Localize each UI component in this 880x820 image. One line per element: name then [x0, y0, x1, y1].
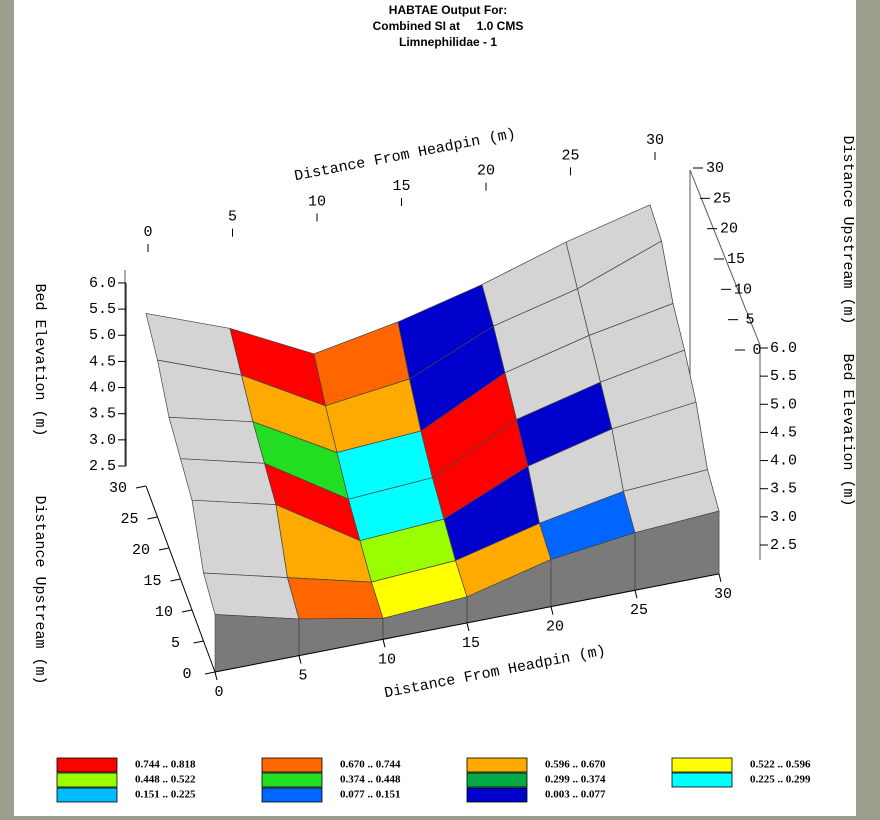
legend-swatch — [671, 757, 733, 773]
z-tick-label: 3.0 — [89, 432, 116, 449]
dry-cell — [180, 458, 277, 506]
x-tick-label: 5 — [228, 209, 237, 226]
chart-title: Limnephilidae - 1 — [399, 35, 497, 49]
z-axis-title: Bed Elevation (m) — [31, 283, 48, 436]
y-tick-label: 5 — [745, 312, 754, 329]
y-tick — [204, 671, 216, 675]
z-tick-label: 4.0 — [770, 453, 797, 470]
legend-swatch — [56, 757, 118, 773]
legend-label: 0.374 .. 0.448 — [340, 774, 401, 786]
z-tick-label: 5.5 — [770, 368, 797, 385]
x-tick-label: 10 — [308, 193, 326, 210]
y-tick-label: 30 — [706, 160, 724, 177]
legend-label: 0.151 .. 0.225 — [135, 789, 196, 801]
x-tick-label: 0 — [214, 684, 223, 701]
legend-swatch — [261, 772, 323, 788]
x-tick — [550, 606, 554, 615]
z-tick-label: 5.0 — [89, 327, 116, 344]
x-tick-label: 5 — [298, 668, 307, 685]
y-tick-label: 25 — [120, 511, 138, 528]
z-tick-label: 5.0 — [770, 396, 797, 413]
z-tick-label: 6.0 — [770, 340, 797, 357]
z-tick-label: 4.0 — [89, 380, 116, 397]
dry-cell — [203, 572, 300, 620]
legend-label: 0.744 .. 0.818 — [135, 759, 196, 771]
z-axis-title: Bed Elevation (m) — [839, 353, 856, 506]
z-tick-label: 3.0 — [770, 509, 797, 526]
x-tick-label: 20 — [477, 163, 495, 180]
chart-title: HABTAE Output For: — [389, 3, 507, 17]
legend-label: 0.670 .. 0.744 — [340, 759, 401, 771]
y-axis-title: Distance Upstream (m) — [31, 495, 48, 684]
y-tick-label: 15 — [727, 251, 745, 268]
x-tick — [214, 671, 218, 681]
legend-label: 0.299 .. 0.374 — [545, 774, 606, 786]
y-tick — [170, 578, 181, 582]
y-axis-title: Distance Upstream (m) — [839, 135, 856, 324]
y-tick — [181, 609, 193, 613]
x-tick — [382, 639, 386, 648]
legend-label: 0.522 .. 0.596 — [750, 759, 811, 771]
legend-swatch — [261, 757, 323, 773]
y-tick — [158, 547, 170, 551]
x-tick-label: 0 — [143, 224, 152, 241]
y-tick-label: 15 — [143, 573, 161, 590]
x-tick-label: 15 — [462, 635, 480, 652]
x-tick-label: 25 — [561, 147, 579, 164]
legend-swatch — [466, 757, 528, 773]
box-edge — [689, 169, 761, 346]
legend-swatch — [466, 787, 528, 803]
x-tick — [298, 655, 302, 664]
z-tick-label: 2.5 — [770, 537, 797, 554]
legend-label: 0.448 .. 0.522 — [135, 774, 196, 786]
y-tick-label: 0 — [182, 666, 191, 683]
y-tick-label: 10 — [155, 604, 173, 621]
z-tick-label: 4.5 — [770, 424, 797, 441]
x-tick-label: 25 — [630, 602, 648, 619]
y-tick — [135, 485, 147, 489]
y-tick-label: 20 — [720, 221, 738, 238]
z-tick-label: 6.0 — [89, 275, 116, 292]
legend-label: 0.003 .. 0.077 — [545, 789, 606, 801]
z-tick-label: 5.5 — [89, 301, 116, 318]
legend-label: 0.596 .. 0.670 — [545, 759, 606, 771]
x-tick-label: 30 — [646, 132, 664, 149]
x-tick-label: 30 — [714, 586, 732, 603]
y-tick — [147, 516, 158, 520]
x-tick — [634, 590, 638, 599]
y-tick-label: 30 — [109, 480, 127, 497]
legend-swatch — [261, 787, 323, 803]
z-tick-label: 3.5 — [770, 481, 797, 498]
x-tick-label: 10 — [378, 651, 396, 668]
x-tick-label: 20 — [546, 619, 564, 636]
y-tick — [193, 640, 204, 644]
y-tick-label: 25 — [713, 190, 731, 207]
dry-cell — [168, 416, 265, 464]
legend-swatch — [466, 772, 528, 788]
legend-swatch — [56, 787, 118, 803]
legend-label: 0.225 .. 0.299 — [750, 774, 811, 786]
y-tick-label: 0 — [752, 342, 761, 359]
y-tick-label: 5 — [171, 635, 180, 652]
legend-label: 0.077 .. 0.151 — [340, 789, 401, 801]
x-tick — [718, 573, 722, 583]
wet-cell — [287, 577, 384, 620]
y-tick-label: 20 — [132, 542, 150, 559]
y-tick-label: 10 — [734, 281, 752, 298]
x-tick-label: 15 — [392, 178, 410, 195]
z-tick-label: 3.5 — [89, 406, 116, 423]
z-tick-label: 4.5 — [89, 353, 116, 370]
z-tick-label: 2.5 — [89, 458, 116, 475]
legend-swatch — [56, 772, 118, 788]
dry-cell — [191, 499, 288, 578]
legend-swatch — [671, 772, 733, 788]
x-tick — [466, 622, 470, 632]
chart-title: Combined SI at 1.0 CMS — [373, 19, 524, 33]
